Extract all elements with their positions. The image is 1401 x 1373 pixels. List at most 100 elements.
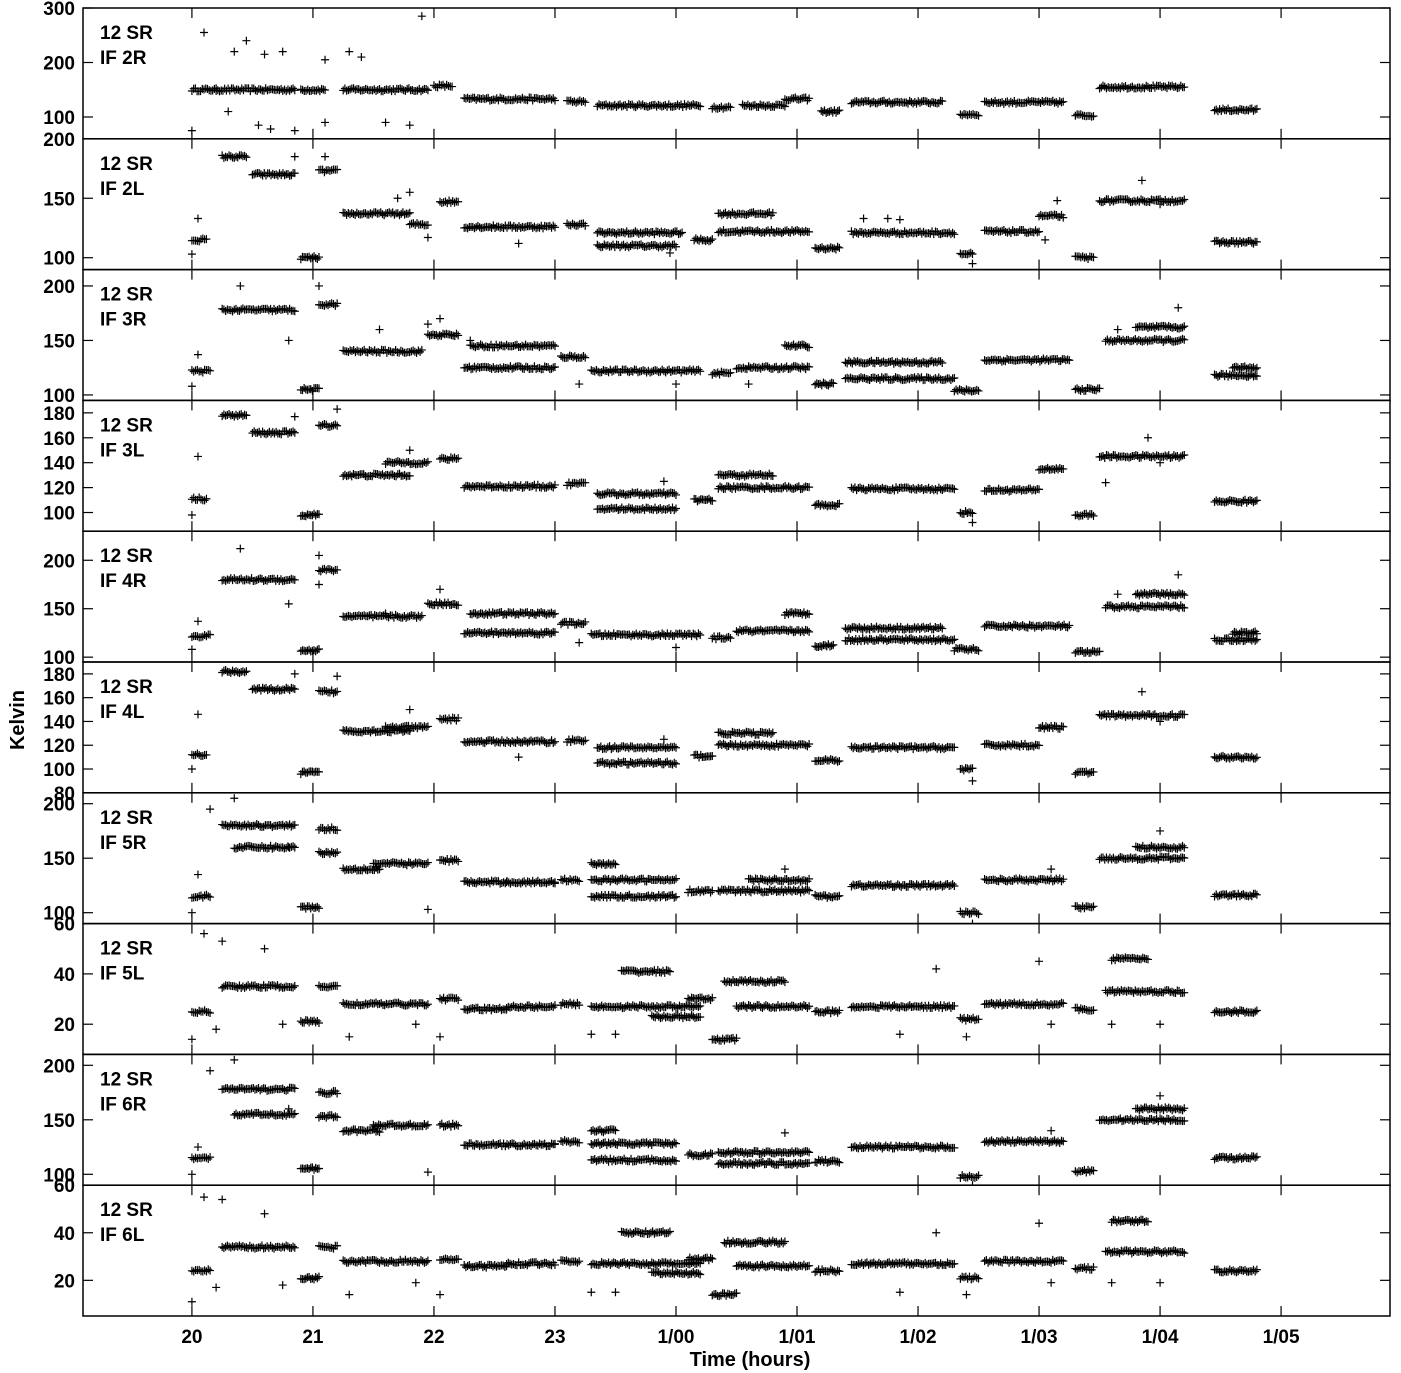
data-point	[1227, 891, 1236, 900]
data-point	[303, 385, 312, 394]
data-point	[920, 358, 929, 367]
data-point	[1239, 363, 1248, 372]
data-point	[1041, 235, 1050, 244]
data-point	[422, 85, 431, 94]
data-point	[1099, 710, 1108, 719]
data-point	[791, 483, 800, 492]
data-point	[482, 878, 491, 887]
data-point	[331, 849, 340, 858]
data-point	[1150, 324, 1159, 333]
data-point	[1056, 356, 1065, 365]
data-point	[647, 367, 656, 376]
data-point	[737, 730, 746, 739]
data-point	[991, 875, 1000, 884]
data-point	[592, 861, 601, 870]
data-point	[1063, 623, 1072, 632]
data-point	[1043, 875, 1052, 884]
data-point	[289, 427, 298, 436]
data-point	[359, 864, 368, 873]
data-point	[682, 631, 691, 640]
data-point	[550, 342, 559, 351]
data-point	[290, 685, 299, 694]
data-point	[499, 363, 508, 372]
data-point	[1063, 355, 1072, 364]
data-point	[866, 229, 875, 238]
data-point	[805, 483, 814, 492]
data-point	[761, 876, 770, 885]
data-point	[799, 876, 808, 885]
data-point	[749, 208, 758, 217]
data-point	[604, 630, 613, 639]
data-point	[390, 458, 399, 467]
data-point	[914, 881, 923, 890]
data-point	[499, 94, 508, 103]
data-point	[991, 226, 1000, 235]
data-point	[313, 645, 322, 654]
data-point	[193, 870, 202, 879]
data-point	[915, 98, 924, 107]
data-point	[423, 722, 432, 731]
data-point	[957, 385, 966, 394]
data-point	[959, 766, 968, 775]
data-point	[417, 611, 426, 620]
data-point	[528, 482, 537, 491]
data-point	[774, 742, 783, 751]
data-point	[1232, 628, 1241, 637]
data-point	[917, 483, 926, 492]
y-tick-label: 100	[43, 386, 75, 407]
data-point	[378, 210, 387, 219]
data-point	[789, 94, 798, 103]
y-tick-label: 160	[43, 429, 75, 450]
data-point	[290, 820, 299, 829]
data-point	[1011, 621, 1020, 630]
data-point	[972, 385, 981, 394]
data-point	[696, 888, 705, 897]
data-point	[805, 627, 814, 636]
data-point	[1175, 324, 1184, 333]
data-point	[726, 368, 735, 377]
data-point	[290, 152, 299, 161]
data-point	[661, 893, 670, 902]
y-tick-label: 100	[43, 504, 75, 525]
data-point	[232, 820, 241, 829]
data-point	[805, 610, 814, 619]
data-point	[769, 741, 778, 750]
data-point	[872, 374, 881, 383]
data-point	[671, 892, 680, 901]
data-point	[711, 369, 720, 378]
data-point	[441, 454, 450, 463]
data-point	[1156, 81, 1165, 90]
data-point	[1159, 711, 1168, 720]
data-point	[550, 878, 559, 887]
data-point	[1113, 590, 1122, 599]
data-point	[765, 101, 774, 110]
data-point	[939, 634, 948, 643]
data-point	[724, 369, 733, 378]
data-point	[251, 981, 260, 990]
data-point	[869, 227, 878, 236]
data-point	[1178, 841, 1187, 850]
data-point	[833, 892, 842, 901]
data-point	[694, 629, 703, 638]
data-point	[1118, 853, 1127, 862]
data-point	[972, 645, 981, 654]
data-point	[314, 1019, 323, 1027]
data-point	[597, 368, 606, 377]
data-point	[1178, 334, 1187, 343]
data-point	[280, 844, 289, 853]
data-point	[1076, 110, 1085, 119]
data-point	[609, 366, 618, 375]
data-point	[822, 380, 831, 389]
data-point	[331, 420, 340, 429]
data-point	[1099, 452, 1108, 461]
data-point	[744, 380, 753, 389]
data-point	[1235, 365, 1244, 374]
data-point	[821, 245, 830, 254]
data-point	[675, 102, 684, 111]
data-point	[999, 486, 1008, 495]
data-point	[609, 859, 618, 868]
data-point	[1126, 453, 1135, 462]
data-point	[581, 221, 590, 230]
data-point	[384, 85, 393, 94]
data-point	[325, 565, 334, 574]
